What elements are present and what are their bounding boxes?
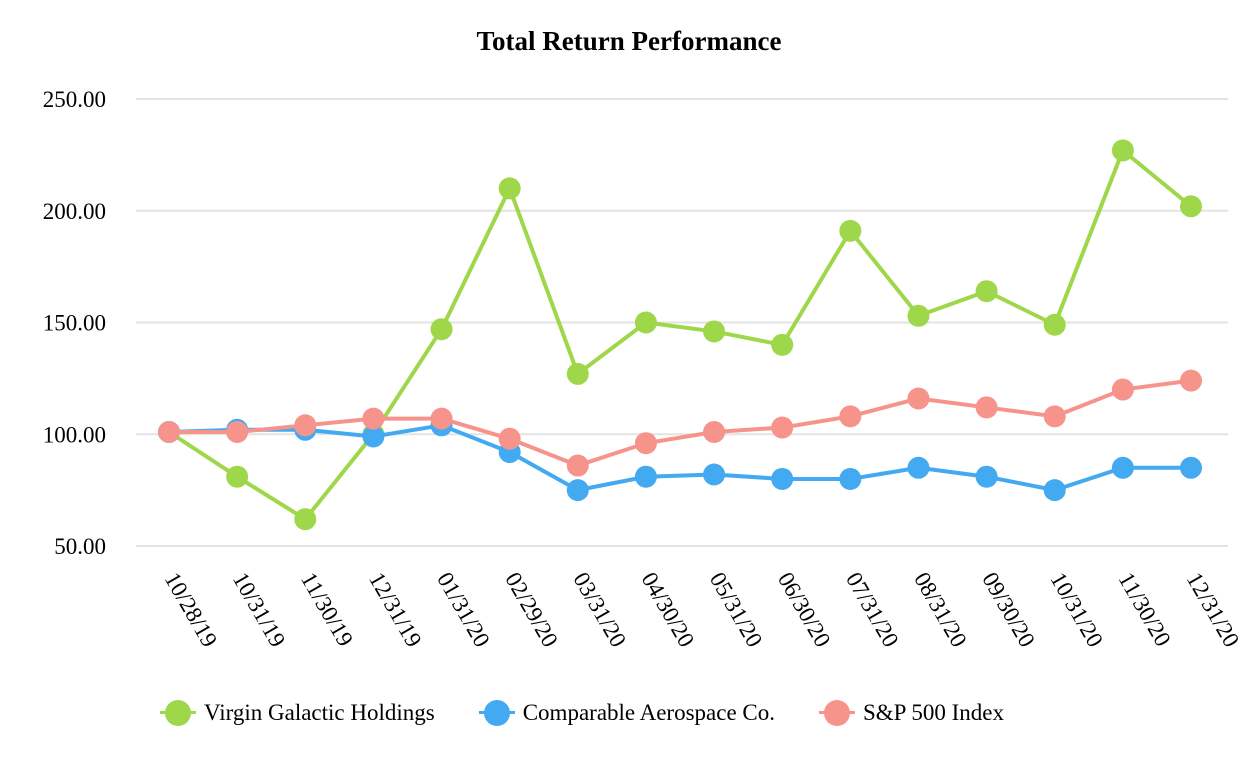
data-point — [634, 311, 657, 334]
data-point — [362, 425, 385, 448]
data-point — [975, 396, 998, 419]
y-tick-label: 250.00 — [43, 87, 106, 112]
data-point — [975, 465, 998, 488]
x-tick-label: 06/30/20 — [773, 568, 836, 651]
x-tick-label: 04/30/20 — [637, 568, 700, 651]
legend-item: S&P 500 Index — [819, 696, 1004, 730]
chart-title: Total Return Performance — [476, 26, 782, 56]
legend-swatch-icon — [819, 696, 855, 730]
chart-legend: Virgin Galactic Holdings Comparable Aeros… — [160, 696, 1048, 730]
data-point — [771, 416, 794, 439]
data-point — [703, 320, 726, 343]
series-1 — [158, 139, 1202, 531]
data-point — [1111, 378, 1134, 401]
data-point — [1180, 369, 1202, 392]
data-point — [566, 362, 589, 385]
x-tick-label: 10/31/19 — [228, 568, 291, 651]
data-point — [771, 467, 794, 490]
data-point — [294, 414, 317, 437]
data-point — [1111, 456, 1134, 479]
data-point — [703, 463, 726, 486]
series-line — [167, 148, 1193, 522]
data-point — [1043, 479, 1066, 502]
data-point — [430, 407, 453, 430]
y-tick-label: 150.00 — [43, 311, 106, 336]
x-tick-label: 12/31/20 — [1182, 568, 1245, 651]
data-point — [907, 304, 930, 327]
data-point — [975, 280, 998, 303]
data-point — [1180, 456, 1202, 479]
data-point — [566, 479, 589, 502]
data-point — [1180, 195, 1202, 218]
series-line — [168, 423, 1191, 493]
series-line — [169, 378, 1192, 468]
data-point — [566, 454, 589, 477]
data-point — [498, 177, 521, 200]
x-tick-label: 11/30/19 — [296, 568, 358, 651]
data-point — [226, 421, 249, 444]
data-point — [907, 387, 930, 410]
data-point — [907, 456, 930, 479]
x-tick-label: 10/28/19 — [160, 568, 223, 651]
x-tick-label: 07/31/20 — [841, 568, 904, 651]
x-tick-label: 11/30/20 — [1114, 568, 1176, 651]
legend-label: S&P 500 Index — [863, 700, 1004, 725]
y-tick-label: 200.00 — [43, 199, 106, 224]
y-tick-label: 50.00 — [54, 534, 106, 559]
x-tick-label: 01/31/20 — [432, 568, 495, 651]
x-tick-label: 02/29/20 — [500, 568, 563, 651]
x-tick-label: 03/31/20 — [568, 568, 631, 651]
legend-item: Comparable Aerospace Co. — [478, 696, 775, 730]
y-tick-label: 100.00 — [43, 422, 106, 447]
data-point — [430, 318, 453, 341]
series-lines — [158, 139, 1202, 531]
data-point — [158, 421, 180, 444]
data-point — [294, 508, 317, 531]
x-tick-label: 08/31/20 — [909, 568, 972, 651]
legend-swatch-icon — [160, 696, 196, 730]
data-point — [703, 421, 726, 444]
data-point — [634, 432, 657, 455]
legend-swatch-icon — [478, 696, 515, 730]
data-point — [771, 333, 794, 356]
legend-label: Virgin Galactic Holdings — [204, 700, 435, 725]
data-point — [839, 405, 862, 428]
data-point — [498, 427, 521, 450]
data-point — [839, 467, 862, 490]
y-axis-tick-labels: 50.00 100.00 150.00 200.00 250.00 — [43, 87, 106, 559]
data-point — [1043, 313, 1066, 336]
legend-item: Virgin Galactic Holdings — [160, 696, 435, 730]
data-point — [1111, 139, 1134, 162]
data-point — [362, 407, 385, 430]
legend-label: Comparable Aerospace Co. — [522, 700, 775, 725]
data-point — [226, 465, 249, 488]
data-point — [634, 465, 657, 488]
x-tick-label: 09/30/20 — [977, 568, 1040, 651]
x-tick-label: 12/31/19 — [364, 568, 427, 651]
data-point — [839, 219, 862, 242]
x-axis-tick-labels: 10/28/19 10/31/19 11/30/19 12/31/19 01/31/20… — [160, 568, 1245, 651]
x-tick-label: 10/31/20 — [1045, 568, 1108, 651]
x-tick-label: 05/31/20 — [705, 568, 768, 651]
data-point — [1043, 405, 1066, 428]
series-3 — [158, 369, 1202, 477]
